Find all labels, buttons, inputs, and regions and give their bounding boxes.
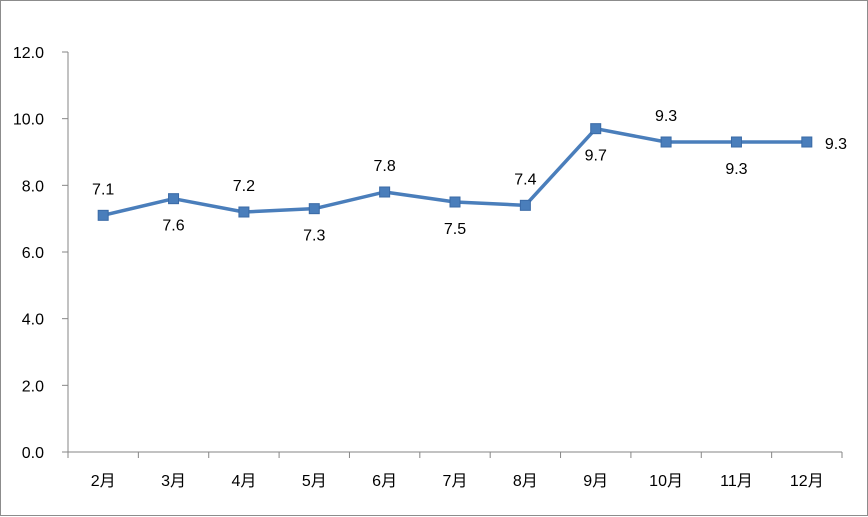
data-point-marker [308,203,320,215]
y-tick-label: 0.0 [22,445,44,462]
data-point-marker [801,136,813,148]
data-labels: 7.1 7.6 7.2 7.3 7.8 7.5 7.4 9.7 9.3 9.3 9.3 [92,108,847,245]
y-tick-label: 4.0 [22,312,44,329]
data-label: 7.5 [444,221,466,238]
data-point-marker [590,123,602,135]
data-label: 9.7 [585,148,607,165]
y-tick-label: 6.0 [22,245,44,262]
data-label: 9.3 [725,161,747,178]
x-tick-label: 2月 [91,473,116,490]
x-tick-label: 3月 [161,473,186,490]
data-label: 7.4 [514,171,536,188]
axes [67,52,842,453]
data-point-marker [449,196,461,208]
data-point-marker [660,136,672,148]
data-point-marker [168,193,180,205]
x-axis-ticks: 2月 3月 4月 5月 6月 7月 8月 9月 10月 11月 12月 [67,452,843,490]
data-point-marker [730,136,742,148]
data-label: 7.3 [303,228,325,245]
data-label: 7.6 [162,218,184,235]
x-tick-label: 6月 [372,473,397,490]
data-point-marker [519,199,531,211]
x-tick-label: 5月 [302,473,327,490]
x-tick-label: 4月 [231,473,256,490]
x-tick-label: 11月 [720,473,753,490]
x-tick-label: 9月 [583,473,608,490]
data-label: 9.3 [825,136,847,153]
y-axis-ticks: 0.0 2.0 4.0 6.0 8.0 10.0 12.0 [13,45,68,462]
x-tick-label: 12月 [790,473,824,490]
data-label: 7.2 [233,178,255,195]
data-point-marker [379,186,391,198]
y-tick-label: 12.0 [13,45,44,62]
data-point-marker [97,209,109,221]
y-tick-label: 8.0 [22,178,44,195]
x-tick-label: 7月 [443,473,468,490]
data-label: 7.8 [374,158,396,175]
x-tick-label: 8月 [513,473,538,490]
y-tick-label: 10.0 [13,112,44,129]
x-tick-label: 10月 [649,473,683,490]
data-point-marker [238,206,250,218]
data-label: 7.1 [92,181,114,198]
series-group [97,123,813,221]
y-tick-label: 2.0 [22,378,44,395]
data-label: 9.3 [655,108,677,125]
